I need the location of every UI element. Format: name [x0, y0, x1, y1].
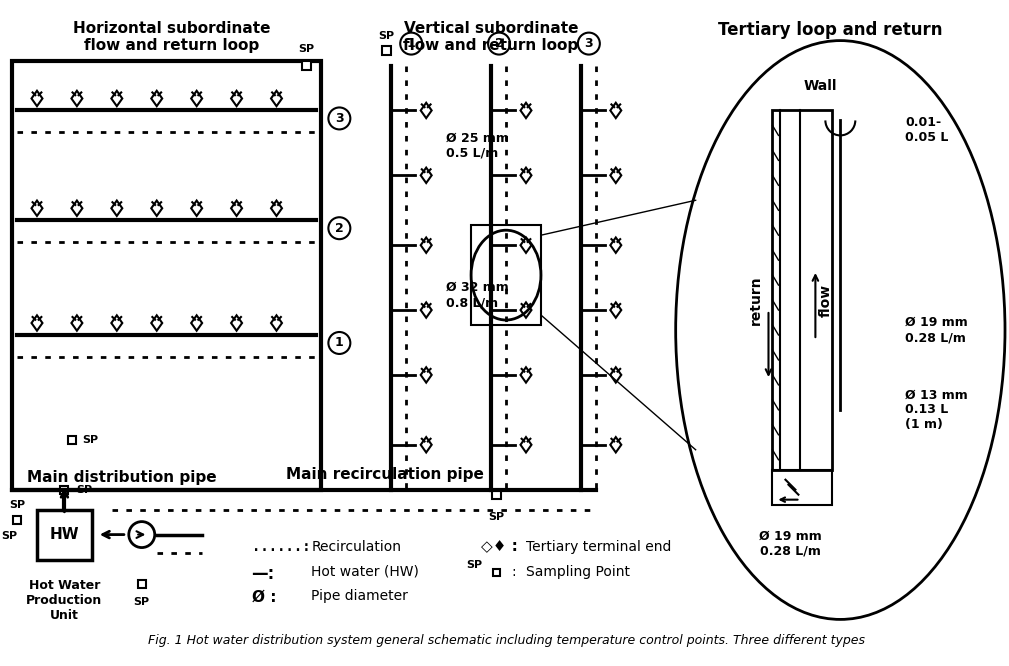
Text: SP: SP [77, 485, 93, 495]
Text: 3: 3 [335, 112, 344, 125]
Text: SP: SP [466, 559, 482, 569]
Bar [381, 46, 390, 55]
Text: return: return [749, 275, 763, 325]
Text: Fig. 1 Hot water distribution system general schematic including temperature con: Fig. 1 Hot water distribution system gen… [147, 634, 865, 647]
Text: Ø 19 mm
0.28 L/m: Ø 19 mm 0.28 L/m [759, 529, 821, 557]
Text: SP: SP [488, 511, 504, 521]
Text: Hot Water
Production
Unit: Hot Water Production Unit [26, 579, 103, 623]
Text: Main distribution pipe: Main distribution pipe [27, 470, 217, 485]
Text: Hot water (HW): Hot water (HW) [312, 565, 420, 579]
Text: ◇♦ :: ◇♦ : [481, 539, 518, 555]
Text: Ø 19 mm
0.28 L/m: Ø 19 mm 0.28 L/m [905, 316, 968, 344]
Bar [773, 470, 832, 505]
Text: Tertiary terminal end: Tertiary terminal end [526, 539, 671, 553]
Text: Ø 25 mm
0.5 L/m: Ø 25 mm 0.5 L/m [446, 131, 509, 159]
Bar [61, 486, 69, 494]
Text: SP: SP [9, 500, 25, 509]
Text: HW: HW [49, 527, 80, 542]
Text: SP: SP [83, 435, 99, 445]
Bar [492, 569, 499, 576]
Text: —:: —: [251, 565, 274, 583]
Bar [773, 111, 832, 470]
Text: 2: 2 [494, 37, 503, 50]
Text: Ø 13 mm
0.13 L
(1 m): Ø 13 mm 0.13 L (1 m) [905, 388, 968, 432]
Text: 1: 1 [407, 37, 416, 50]
Text: Recirculation: Recirculation [312, 539, 402, 553]
Bar [471, 225, 541, 325]
Text: 3: 3 [584, 37, 593, 50]
Text: 2: 2 [335, 222, 344, 234]
Text: Tertiary loop and return: Tertiary loop and return [718, 21, 942, 39]
Text: SP: SP [299, 43, 315, 53]
Text: Wall: Wall [803, 79, 837, 93]
Text: flow: flow [818, 284, 832, 316]
Bar [37, 509, 92, 559]
Bar [138, 581, 145, 589]
Text: Sampling Point: Sampling Point [526, 565, 630, 579]
Text: Horizontal subordinate
flow and return loop: Horizontal subordinate flow and return l… [73, 21, 270, 53]
Bar [69, 436, 77, 444]
Text: Ø :: Ø : [251, 589, 276, 605]
Bar [302, 61, 311, 70]
Bar [491, 490, 500, 499]
Bar [12, 61, 322, 490]
Text: Pipe diameter: Pipe diameter [312, 589, 409, 603]
Text: 0.01-
0.05 L: 0.01- 0.05 L [905, 117, 948, 145]
Text: 1: 1 [335, 336, 344, 350]
Text: Main recirculation pipe: Main recirculation pipe [287, 468, 484, 482]
Text: SP: SP [378, 31, 395, 41]
Bar [13, 515, 21, 523]
Text: Vertical subordinate
flow and return loop: Vertical subordinate flow and return loo… [404, 21, 579, 53]
Text: SP: SP [134, 597, 149, 607]
Text: ......:: ......: [251, 539, 310, 553]
Text: SP: SP [1, 531, 17, 541]
Text: Ø 32 mm
0.8 L/m: Ø 32 mm 0.8 L/m [446, 281, 509, 309]
Text: :: : [511, 565, 516, 579]
